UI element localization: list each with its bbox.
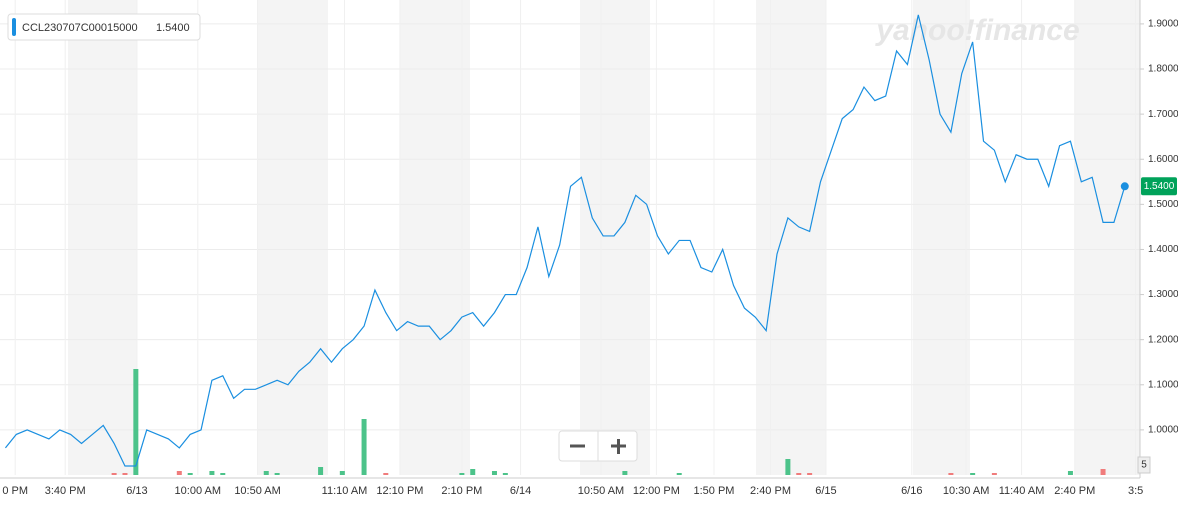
- x-tick-label: 10:50 AM: [578, 485, 624, 497]
- volume-bar: [991, 473, 997, 475]
- volume-bar: [459, 473, 465, 475]
- volume-bar: [785, 459, 791, 475]
- x-tick-label: 6/13: [126, 485, 147, 497]
- legend-value: 1.5400: [156, 22, 190, 34]
- volume-bar: [470, 469, 476, 475]
- x-tick-label: 1:50 PM: [694, 485, 735, 497]
- volume-bar: [1067, 471, 1073, 475]
- x-tick-label: 2:10 PM: [441, 485, 482, 497]
- session-bands: [68, 0, 1140, 475]
- volume-bar: [111, 473, 117, 475]
- volume-bar: [122, 473, 128, 475]
- volume-bar: [796, 473, 802, 475]
- price-line: [4, 14, 1126, 467]
- y-tick-label: 1.3000: [1148, 289, 1178, 300]
- x-tick-label: 6/16: [901, 485, 922, 497]
- x-tick-label: 12:10 PM: [376, 485, 423, 497]
- x-tick-label: 10:50 AM: [234, 485, 280, 497]
- volume-bar: [318, 467, 324, 475]
- volume-bar: [383, 473, 389, 475]
- legend-box: [7, 13, 201, 41]
- y-tick-label: 1.1000: [1148, 379, 1178, 390]
- x-tick-label: 3:40 PM: [45, 485, 86, 497]
- volume-bar: [339, 471, 345, 475]
- volume-bar: [948, 473, 954, 475]
- last-point: [1120, 182, 1129, 191]
- volume-bar: [502, 473, 508, 475]
- x-tick-label: 12:00 PM: [633, 485, 680, 497]
- volume-tick-box: [1137, 456, 1151, 474]
- x-tick-label: 3:5: [1128, 485, 1143, 497]
- volume-bar: [133, 369, 139, 475]
- volume-bar: [361, 419, 367, 475]
- x-tick-label: 0 PM: [2, 485, 28, 497]
- logo: yahoo!finance: [874, 14, 1079, 47]
- price-tag-label: 1.5400: [1144, 181, 1175, 192]
- volume-bar: [209, 471, 215, 475]
- volume-bar: [176, 471, 182, 475]
- y-tick-label: 1.7000: [1148, 109, 1178, 120]
- x-tick-label: 6/14: [510, 485, 531, 497]
- volume-bar: [263, 471, 269, 475]
- volume-bar: [274, 473, 280, 475]
- y-tick-label: 1.8000: [1148, 64, 1178, 75]
- legend-label: CCL230707C00015000: [22, 22, 138, 34]
- x-tick-label: 2:40 PM: [1054, 485, 1095, 497]
- x-tick-label: 11:40 AM: [999, 485, 1045, 497]
- y-tick-label: 1.6000: [1148, 154, 1178, 165]
- volume-bar: [220, 473, 226, 475]
- x-tick-label: 10:30 AM: [943, 485, 989, 497]
- x-tick-label: 2:40 PM: [750, 485, 791, 497]
- volume-bar: [807, 473, 813, 475]
- x-tick-label: 11:10 AM: [322, 485, 368, 497]
- volume-bar: [622, 471, 628, 475]
- y-tick-label: 1.9000: [1148, 19, 1178, 30]
- y-tick-label: 1.5000: [1148, 199, 1178, 210]
- volume-bar: [1100, 469, 1106, 475]
- x-tick-label: 6/15: [815, 485, 836, 497]
- volume-bar: [676, 473, 682, 475]
- volume-bar: [970, 473, 976, 475]
- volume-tick-label: 5: [1141, 460, 1147, 471]
- y-tick-label: 1.2000: [1148, 334, 1178, 345]
- zoom-controls: [558, 430, 638, 462]
- price-tag: [1141, 177, 1177, 196]
- volume-bar: [491, 471, 497, 475]
- volume-bar: [187, 473, 193, 475]
- legend: CCL230707C00015000 1.5400: [7, 13, 201, 41]
- legend-swatch: [12, 18, 16, 36]
- zoom-in[interactable]: [611, 439, 626, 454]
- x-tick-label: 10:00 AM: [175, 485, 221, 497]
- y-tick-label: 1.4000: [1148, 244, 1178, 255]
- y-tick-label: 1.0000: [1148, 425, 1178, 436]
